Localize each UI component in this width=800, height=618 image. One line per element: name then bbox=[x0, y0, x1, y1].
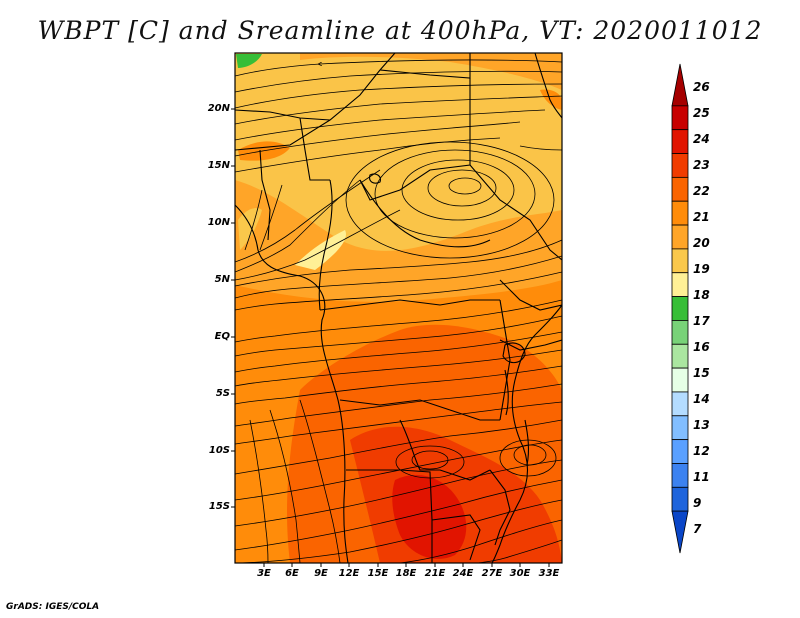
border-ethiopia bbox=[469, 164, 562, 261]
coastline-east bbox=[491, 304, 562, 563]
colorbar-swatch bbox=[671, 510, 689, 554]
lat-label: 20N bbox=[207, 103, 230, 114]
lon-label: 12E bbox=[338, 568, 360, 579]
field-band-24 bbox=[392, 475, 467, 559]
border-drc-east bbox=[499, 299, 511, 421]
border-angola-zambia bbox=[399, 419, 491, 481]
border-drc-north bbox=[319, 299, 500, 311]
colorbar-label: 17 bbox=[693, 314, 710, 328]
border-drc-south bbox=[339, 399, 500, 421]
colorbar-swatch bbox=[671, 463, 689, 488]
lat-label: EQ bbox=[214, 331, 230, 342]
colorbar-swatch bbox=[671, 176, 689, 202]
lake-tanganyika bbox=[504, 369, 509, 416]
lon-label: 18E bbox=[395, 568, 417, 579]
border-car bbox=[359, 179, 491, 248]
colorbar-label: 16 bbox=[693, 340, 710, 354]
lon-label: 33E bbox=[538, 568, 560, 579]
border-sudan bbox=[359, 78, 471, 201]
colorbar-label: 22 bbox=[693, 184, 710, 198]
colorbar-label: 18 bbox=[693, 288, 710, 302]
border-namibia bbox=[346, 469, 433, 563]
field-pale-strip-2 bbox=[238, 208, 262, 250]
colorbar-label: 26 bbox=[693, 80, 710, 94]
colorbar-label: 25 bbox=[693, 106, 710, 120]
colorbar-label: 11 bbox=[693, 470, 710, 484]
colorbar-label: 14 bbox=[693, 392, 710, 406]
colorbar-label: 21 bbox=[693, 210, 710, 224]
border-mozambique bbox=[489, 469, 511, 546]
field-band-19 bbox=[235, 53, 562, 251]
lat-label: 10N bbox=[207, 217, 230, 228]
border-chad bbox=[379, 53, 471, 79]
red-sea-coast bbox=[534, 53, 562, 119]
map-frame bbox=[234, 52, 563, 564]
colorbar-label: 23 bbox=[693, 158, 710, 172]
border-west-africa-1 bbox=[235, 109, 331, 121]
colorbar-label: 7 bbox=[693, 522, 702, 536]
lon-label: 15E bbox=[367, 568, 389, 579]
lon-label: 24E bbox=[452, 568, 474, 579]
colorbar-swatch bbox=[671, 367, 689, 393]
border-west-africa-3 bbox=[299, 117, 330, 181]
colorbar-swatch bbox=[671, 486, 689, 512]
colorbar-swatch bbox=[671, 272, 689, 297]
colorbar-swatch bbox=[671, 63, 689, 107]
field-green-spot bbox=[236, 54, 262, 68]
lon-label: 3E bbox=[257, 568, 271, 579]
lat-label: 15S bbox=[208, 501, 230, 512]
field-band-north-warm bbox=[300, 53, 562, 90]
colorbar-label: 12 bbox=[693, 444, 710, 458]
border-tanzania bbox=[499, 339, 562, 351]
lon-label: 9E bbox=[314, 568, 328, 579]
colorbar-swatch bbox=[671, 129, 689, 154]
lon-label: 30E bbox=[509, 568, 531, 579]
lake-chad bbox=[369, 173, 381, 184]
colorbar-swatch bbox=[671, 224, 689, 250]
field-ne-patch bbox=[540, 89, 562, 110]
coastline-west bbox=[235, 204, 349, 563]
colorbar-label: 9 bbox=[693, 496, 702, 510]
colorbar-swatch bbox=[671, 439, 689, 464]
colorbar-swatch bbox=[671, 296, 689, 321]
grads-credit: GrADS: IGES/COLA bbox=[6, 602, 100, 612]
colorbar-swatch bbox=[671, 320, 689, 345]
lake-victoria bbox=[502, 342, 526, 364]
colorbar-swatch bbox=[671, 248, 689, 274]
colorbar bbox=[671, 63, 689, 554]
lon-label: 21E bbox=[424, 568, 446, 579]
country-borders bbox=[235, 53, 562, 563]
colorbar-swatch bbox=[671, 200, 689, 226]
lake-malawi bbox=[524, 419, 530, 466]
colorbar-swatch bbox=[671, 391, 689, 417]
lat-label: 5S bbox=[215, 388, 230, 399]
border-west-africa-2 bbox=[259, 149, 271, 241]
border-cameroon bbox=[318, 179, 333, 311]
colorbar-label: 20 bbox=[693, 236, 710, 250]
colorbar-swatch bbox=[671, 153, 689, 178]
temperature-field bbox=[235, 53, 562, 563]
border-botswana bbox=[431, 514, 481, 561]
colorbar-label: 15 bbox=[693, 366, 710, 380]
lat-label: 10S bbox=[208, 445, 230, 456]
lat-label: 5N bbox=[214, 274, 230, 285]
lat-label: 15N bbox=[207, 160, 230, 171]
colorbar-swatch bbox=[671, 105, 689, 131]
colorbar-label: 19 bbox=[693, 262, 710, 276]
lon-label: 6E bbox=[285, 568, 299, 579]
colorbar-label: 24 bbox=[693, 132, 710, 146]
border-sahel bbox=[235, 53, 396, 151]
colorbar-label: 13 bbox=[693, 418, 710, 432]
colorbar-swatch bbox=[671, 415, 689, 441]
colorbar-swatch bbox=[671, 343, 689, 369]
axis-ticks bbox=[231, 108, 550, 567]
lon-label: 27E bbox=[481, 568, 503, 579]
border-kenya bbox=[499, 279, 562, 311]
chart-title: WBPT [C] and Sreamline at 400hPa, VT: 20… bbox=[37, 16, 763, 45]
field-pale-strip bbox=[295, 230, 346, 270]
